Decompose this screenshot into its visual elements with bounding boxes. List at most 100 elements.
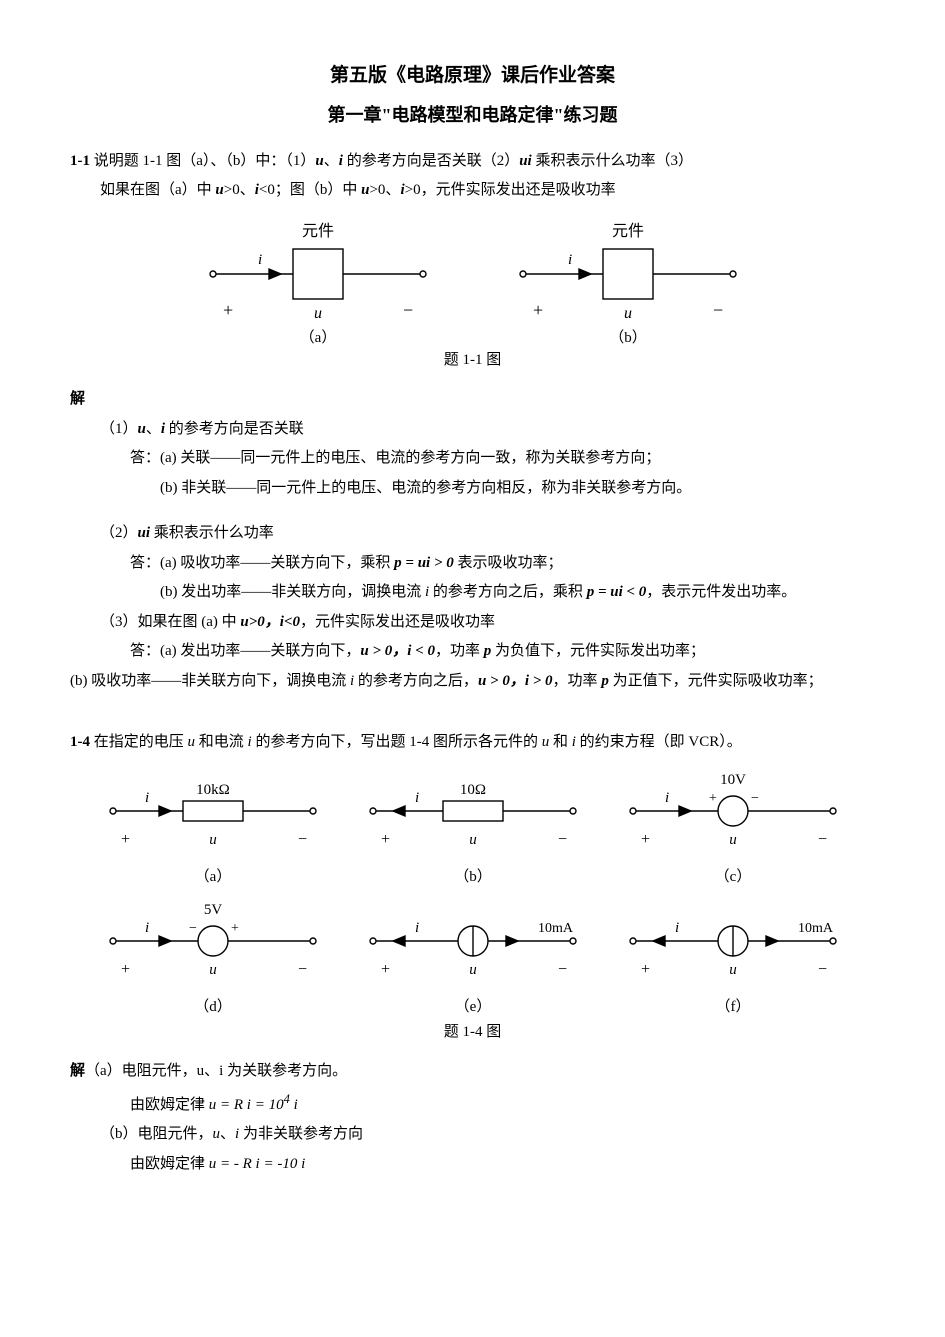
minus: − — [558, 961, 567, 978]
txt: >0、 — [369, 182, 400, 198]
var-u: u — [315, 153, 323, 169]
label-i: i — [675, 920, 679, 936]
fig-1-1-a: 元件 i + u − （a） — [203, 214, 433, 344]
r-val: 10kΩ — [196, 782, 230, 798]
plus: + — [223, 300, 233, 320]
title-sub: 第一章"电路模型和电路定律"练习题 — [70, 100, 875, 131]
plus: + — [641, 831, 650, 848]
label-u: u — [624, 305, 632, 322]
minus: − — [298, 961, 307, 978]
txt: 的参考方向之后， — [354, 673, 478, 689]
fig-1-4-b: 10Ω i + u − （b） — [363, 766, 583, 886]
txt: 、 — [220, 1126, 235, 1142]
expr: p = ui < 0 — [587, 584, 647, 600]
label-i: i — [415, 920, 419, 936]
v-val: 5V — [203, 902, 222, 918]
txt: 的参考方向之后，乘积 — [429, 584, 587, 600]
label-i: i — [258, 252, 262, 268]
minus: − — [818, 961, 827, 978]
txt: （b）电阻元件， — [100, 1126, 213, 1142]
sublabel: （b） — [609, 329, 647, 344]
q14-sol-b1: （b）电阻元件，u、i 为非关联参考方向 — [70, 1122, 875, 1148]
q14-stem: 1-4 在指定的电压 u 和电流 i 的参考方向下，写出题 1-4 图所示各元件… — [70, 730, 875, 756]
sublabel: （c） — [714, 868, 751, 885]
var-u: u — [138, 421, 146, 437]
expr: u = - R i = -10 i — [209, 1156, 305, 1172]
var-u: u — [213, 1126, 221, 1142]
txt: 如果在图（a）中 — [100, 182, 215, 198]
txt: ，元件实际发出还是吸收功率 — [300, 614, 495, 630]
txt: 为正值下，元件实际吸收功率； — [609, 673, 823, 689]
label-i: i — [145, 790, 149, 806]
q11-3b: (b) 吸收功率——非关联方向下，调换电流 i 的参考方向之后，u > 0，i … — [70, 669, 875, 695]
txt: 说明题 1-1 图（a）、（b）中：（1） — [90, 153, 315, 169]
txt: 的参考方向下，写出题 1-4 图所示各元件的 — [252, 734, 542, 750]
minus: − — [558, 831, 567, 848]
q11-3a: 答：(a) 发出功率——关联方向下，u > 0，i < 0，功率 p 为负值下，… — [70, 639, 875, 665]
i-val: 10mA — [538, 921, 574, 936]
var-u: u — [215, 182, 223, 198]
plus: + — [533, 300, 543, 320]
fig-1-4-e: 10mA i + u − （e） — [363, 896, 583, 1016]
fig-1-4-caption: 题 1-4 图 — [70, 1020, 875, 1046]
txt: 的参考方向是否关联 — [165, 421, 304, 437]
txt: ，功率 — [553, 673, 602, 689]
txt: （a）电阻元件，u、i 为关联参考方向。 — [85, 1063, 347, 1079]
sublabel: （a） — [299, 329, 336, 344]
fig-1-1-caption: 题 1-1 图 — [70, 348, 875, 374]
plus: + — [121, 831, 130, 848]
minus: − — [818, 831, 827, 848]
comp-label: 元件 — [611, 222, 643, 240]
label-u: u — [209, 832, 217, 848]
label-u: u — [469, 832, 477, 848]
solution-header: 解 — [70, 387, 875, 413]
sublabel: （a） — [194, 868, 231, 885]
minus: − — [403, 300, 413, 320]
txt: >0、 — [224, 182, 255, 198]
txt: 、 — [324, 153, 339, 169]
label-u: u — [469, 962, 477, 978]
label-i: i — [415, 790, 419, 806]
label-u: u — [729, 962, 737, 978]
fig-1-1: 元件 i + u − （a） 元件 i + u − （b） — [70, 214, 875, 344]
txt: 表示吸收功率； — [454, 555, 563, 571]
q11-1b: (b) 非关联——同一元件上的电压、电流的参考方向相反，称为非关联参考方向。 — [70, 476, 875, 502]
txt: 答：(a) 发出功率——关联方向下， — [130, 643, 360, 659]
sublabel: （d） — [194, 998, 232, 1015]
txt: 为负值下，元件实际发出功率； — [491, 643, 705, 659]
q11-3: （3）如果在图 (a) 中 u>0，i<0，元件实际发出还是吸收功率 — [70, 610, 875, 636]
minus: − — [298, 831, 307, 848]
q11-2b: (b) 发出功率——非关联方向，调换电流 i 的参考方向之后，乘积 p = ui… — [70, 580, 875, 606]
var-ui: ui — [138, 525, 151, 541]
txt: ，功率 — [435, 643, 484, 659]
v-val: 10V — [720, 772, 746, 788]
solution-header: 解 — [70, 1063, 85, 1079]
sublabel: （e） — [454, 998, 491, 1015]
fig-1-4-a: 10kΩ i + u − （a） — [103, 766, 323, 886]
fig-1-4-c: 10V + − i + u − （c） — [623, 766, 843, 886]
plus: + — [641, 961, 650, 978]
fig-1-4-row2: 5V − + i + u − （d） 10mA i + u − （e） — [70, 896, 875, 1016]
txt: 和 — [549, 734, 572, 750]
txt: （1） — [100, 421, 138, 437]
plus: + — [121, 961, 130, 978]
i-val: 10mA — [798, 921, 834, 936]
q11-1a: 答：(a) 关联——同一元件上的电压、电流的参考方向一致，称为关联参考方向； — [70, 446, 875, 472]
txt: （2） — [100, 525, 138, 541]
txt: 、 — [146, 421, 161, 437]
fig-1-4-f: 10mA i + u − （f） — [623, 896, 843, 1016]
plus: + — [381, 831, 390, 848]
q11-stem-line2: 如果在图（a）中 u>0、i<0；图（b）中 u>0、i>0，元件实际发出还是吸… — [70, 178, 875, 204]
var-p: p — [601, 673, 609, 689]
src-minus: − — [751, 791, 759, 806]
txt: 和电流 — [195, 734, 248, 750]
title-main: 第五版《电路原理》课后作业答案 — [70, 60, 875, 92]
label-i: i — [568, 252, 572, 268]
sublabel: （b） — [454, 868, 492, 885]
txt: ，表示元件发出功率。 — [646, 584, 796, 600]
fig-1-4-row1: 10kΩ i + u − （a） 10Ω i + u − （b） — [70, 766, 875, 886]
var-u: u — [188, 734, 196, 750]
q11-1: （1）u、i 的参考方向是否关联 — [70, 417, 875, 443]
expr: u = R i = 10 — [209, 1097, 284, 1113]
src-plus: + — [231, 921, 239, 936]
